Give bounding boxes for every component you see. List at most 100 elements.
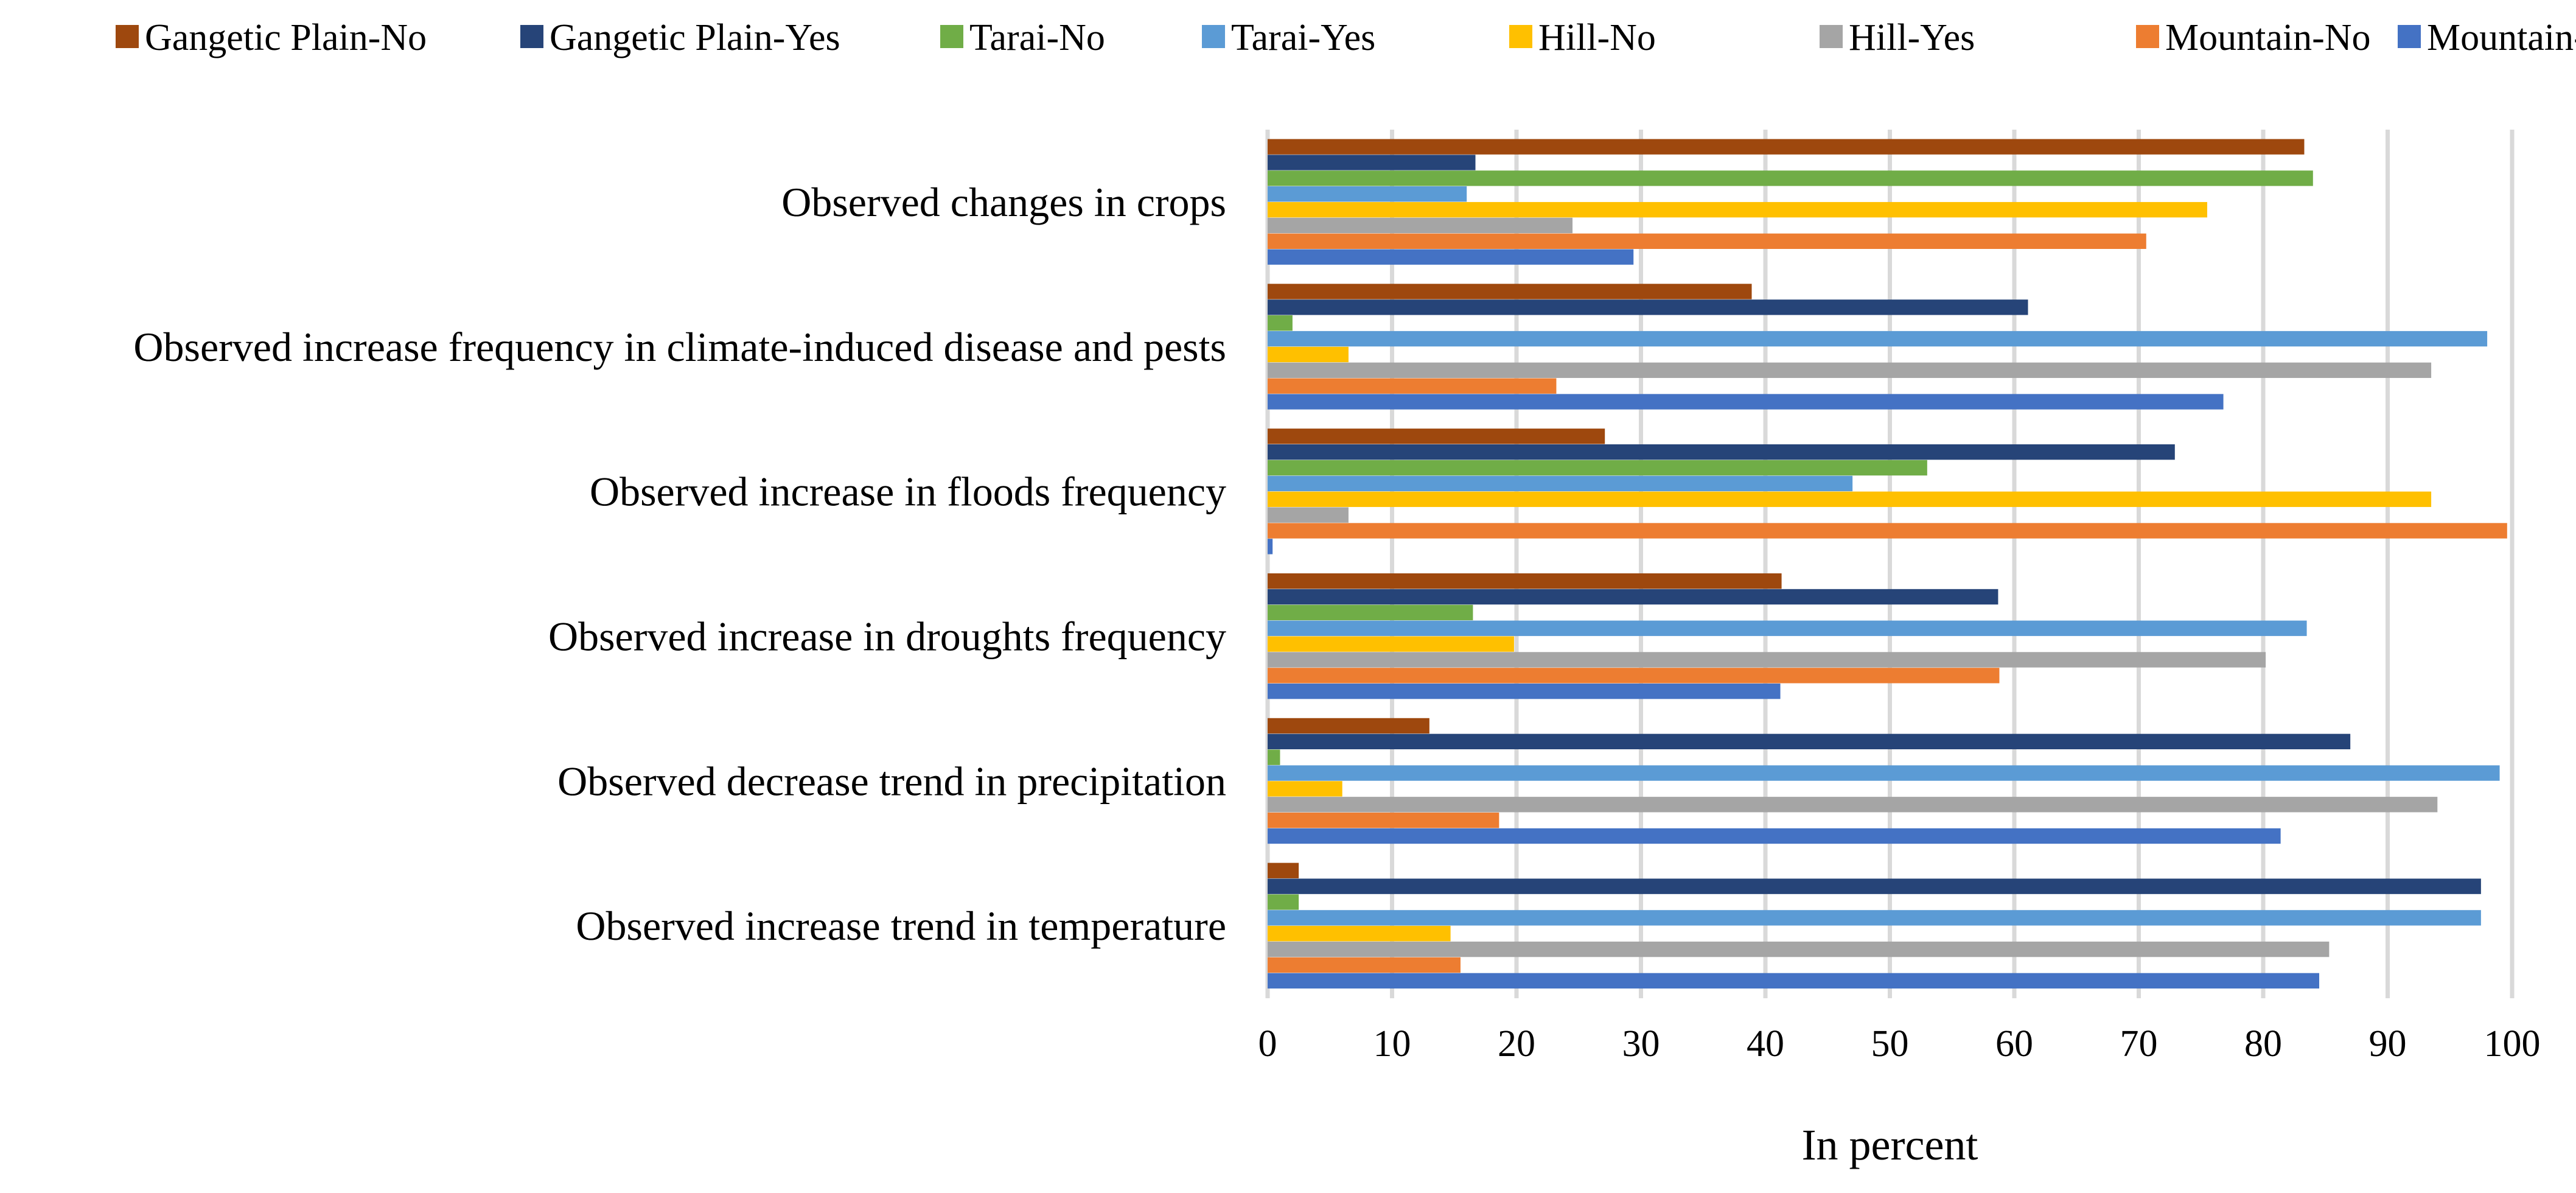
bar-tarai-no-3 [1268,460,1927,476]
bar-hill-yes-2 [1268,362,2432,378]
gridlines [1265,130,2515,998]
bar-mountain-yes-5 [1268,828,2281,844]
bar-mountain-no-3 [1268,523,2507,539]
bar-gangetic-plain-yes-1 [1268,155,1476,170]
x-axis-title: In percent [1802,1121,1978,1169]
bar-gangetic-plain-no-2 [1268,284,1752,299]
category-labels: Observed changes in crops Observed increa… [133,179,1226,949]
bar-hill-yes-6 [1268,941,2330,957]
legend-swatch-gangetic-plain-yes [520,25,543,48]
bar-hill-yes-1 [1268,217,1573,234]
bar-gangetic-plain-yes-6 [1268,878,2481,894]
bar-mountain-no-4 [1268,668,2000,684]
bar-gangetic-plain-yes-4 [1268,589,1998,605]
legend-swatch-hill-yes [1820,25,1843,48]
bar-mountain-no-6 [1268,957,1461,973]
bar-gangetic-plain-yes-2 [1268,299,2028,315]
legend-label-hill-no: Hill-No [1538,17,1656,58]
bar-gangetic-plain-yes-3 [1268,444,2175,460]
legend-item-mountain-no: Mountain-No [2136,17,2371,58]
bar-mountain-yes-1 [1268,249,1634,265]
bar-tarai-yes-3 [1268,475,1853,492]
x-tick-label-50: 50 [1871,1023,1909,1065]
bar-hill-no-1 [1268,201,2207,218]
bar-mountain-no-2 [1268,378,1557,394]
legend-label-hill-yes: Hill-Yes [1849,17,1975,58]
legend-label-tarai-yes: Tarai-Yes [1231,17,1375,58]
legend-label-mountain-no: Mountain-No [2165,17,2371,58]
bar-gangetic-plain-no-5 [1268,718,1429,734]
legend-label-gangetic-plain-yes: Gangetic Plain-Yes [550,17,840,58]
bar-mountain-no-1 [1268,233,2146,249]
x-tick-label-100: 100 [2484,1023,2541,1065]
legend-item-mountain-yes: Mountain-Yes [2398,17,2576,58]
x-tick-label-90: 90 [2369,1023,2407,1065]
legend: Gangetic Plain-No Gangetic Plain-Yes Tarai… [116,17,2576,58]
legend-label-tarai-no: Tarai-No [969,17,1105,58]
bar-tarai-yes-2 [1268,331,2488,347]
legend-swatch-mountain-no [2136,25,2159,48]
legend-label-mountain-yes: Mountain-Yes [2427,17,2576,58]
bar-hill-no-2 [1268,346,1349,363]
bar-group-observed-decrease-trend-in-precipitation [1268,718,2500,844]
legend-swatch-tarai-no [940,25,963,48]
bar-group-observed-increase-in-floods-frequency [1268,429,2507,555]
legend-swatch-gangetic-plain-no [116,25,139,48]
bar-gangetic-plain-no-4 [1268,573,1782,589]
legend-item-gangetic-plain-yes: Gangetic Plain-Yes [520,17,840,58]
bar-tarai-no-4 [1268,604,1473,621]
bar-tarai-no-5 [1268,749,1280,765]
category-label-6: Observed increase trend in temperature [576,903,1226,949]
bar-tarai-yes-4 [1268,620,2307,636]
category-label-3: Observed increase in floods frequency [590,469,1226,515]
legend-item-tarai-yes: Tarai-Yes [1202,17,1375,58]
x-tick-label-0: 0 [1258,1023,1277,1065]
x-tick-label-80: 80 [2244,1023,2282,1065]
bar-tarai-yes-5 [1268,765,2500,781]
bar-group-observed-increase-in-droughts-frequency [1268,573,2307,699]
legend-item-hill-yes: Hill-Yes [1820,17,1975,58]
x-axis-ticks: 0 10 20 30 40 50 60 70 80 90 100 [1258,1023,2541,1065]
bars [1268,139,2507,989]
legend-swatch-tarai-yes [1202,25,1225,48]
bar-hill-no-3 [1268,491,2432,507]
bar-tarai-no-1 [1268,170,2313,186]
x-tick-label-40: 40 [1747,1023,1784,1065]
bar-mountain-yes-3 [1268,539,1273,555]
bar-hill-yes-5 [1268,797,2438,813]
x-tick-label-70: 70 [2120,1023,2158,1065]
x-tick-label-10: 10 [1374,1023,1411,1065]
x-tick-label-20: 20 [1498,1023,1535,1065]
bar-group-observed-increase-frequency-in-climate-induced-disease-and-pests [1268,284,2488,410]
bar-hill-no-6 [1268,926,1451,942]
category-label-2: Observed increase frequency in climate-i… [133,324,1226,370]
category-label-1: Observed changes in crops [781,179,1226,225]
x-tick-label-30: 30 [1622,1023,1660,1065]
bar-gangetic-plain-no-1 [1268,139,2305,155]
bar-gangetic-plain-no-6 [1268,862,1299,878]
bar-gangetic-plain-no-3 [1268,429,1605,444]
bar-group-observed-increase-trend-in-temperature [1268,862,2481,989]
bar-mountain-yes-6 [1268,973,2320,989]
bar-gangetic-plain-yes-5 [1268,733,2351,750]
category-label-4: Observed increase in droughts frequency [548,613,1226,659]
bar-tarai-yes-1 [1268,186,1467,202]
legend-item-tarai-no: Tarai-No [940,17,1105,58]
bar-tarai-no-2 [1268,315,1293,331]
legend-swatch-hill-no [1509,25,1532,48]
category-label-5: Observed decrease trend in precipitation [557,758,1226,804]
bar-tarai-no-6 [1268,894,1299,910]
legend-item-hill-no: Hill-No [1509,17,1656,58]
legend-label-gangetic-plain-no: Gangetic Plain-No [145,17,427,58]
legend-item-gangetic-plain-no: Gangetic Plain-No [116,17,427,58]
legend-swatch-mountain-yes [2398,25,2421,48]
x-tick-label-60: 60 [1995,1023,2033,1065]
bar-hill-no-5 [1268,781,1342,797]
bar-hill-yes-3 [1268,507,1349,523]
bar-mountain-yes-4 [1268,684,1781,699]
bar-hill-yes-4 [1268,652,2266,668]
bar-tarai-yes-6 [1268,910,2481,926]
bar-mountain-no-5 [1268,812,1499,828]
